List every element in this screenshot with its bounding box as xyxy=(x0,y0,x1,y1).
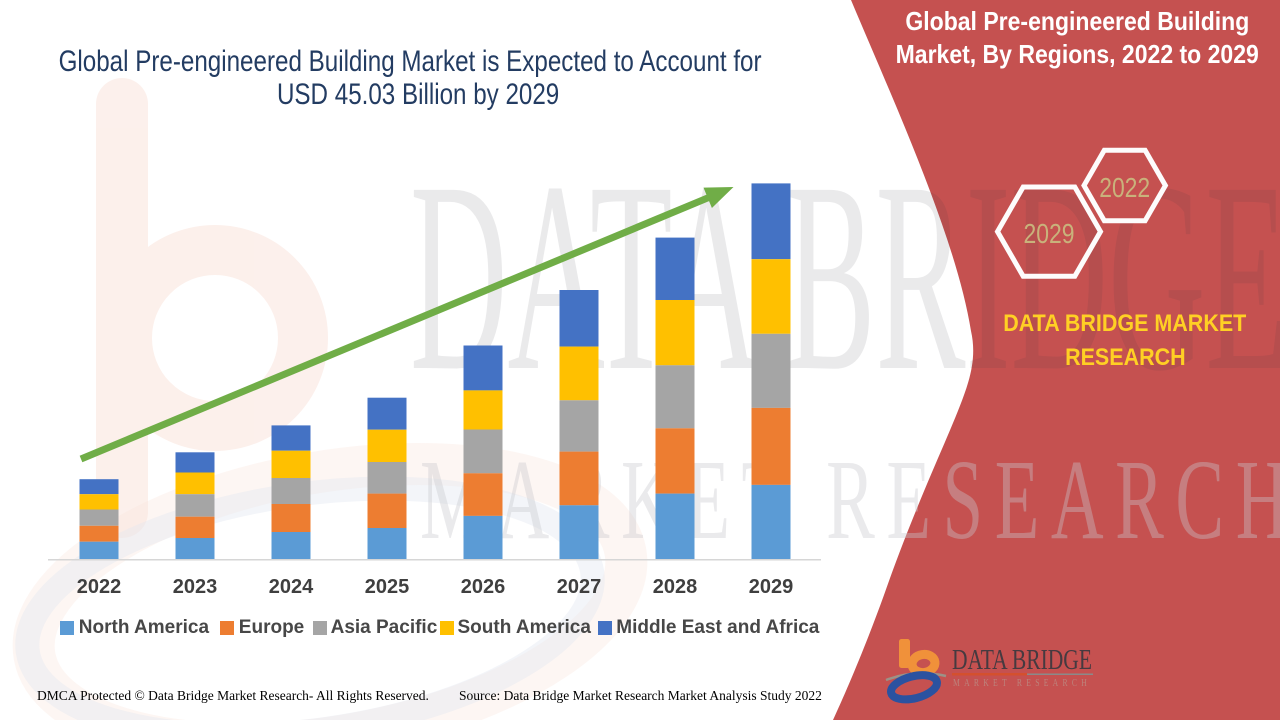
svg-text:MARKET RESEARCH: MARKET RESEARCH xyxy=(953,678,1091,689)
svg-text:2029: 2029 xyxy=(1024,218,1075,249)
svg-text:2022: 2022 xyxy=(1099,172,1150,203)
svg-text:DATA BRIDGE: DATA BRIDGE xyxy=(952,645,1092,676)
